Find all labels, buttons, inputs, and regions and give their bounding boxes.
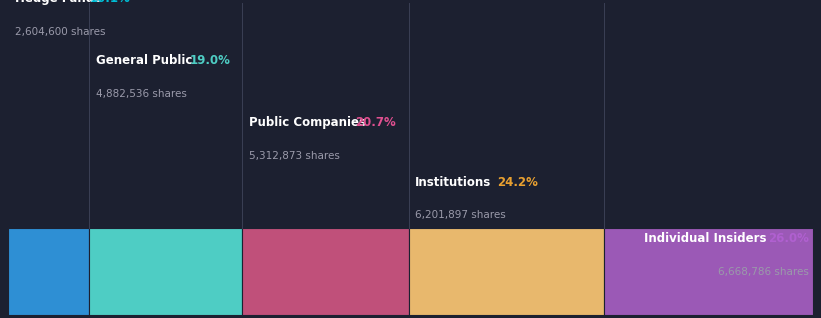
Text: 2,604,600 shares: 2,604,600 shares (15, 26, 105, 37)
Bar (603, 228, 813, 315)
Text: Institutions: Institutions (415, 176, 492, 189)
Bar (89, 228, 242, 315)
Text: 5,312,873 shares: 5,312,873 shares (249, 151, 340, 161)
Bar (242, 228, 409, 315)
Bar (8, 228, 89, 315)
Text: General Public: General Public (96, 54, 192, 67)
Text: 26.0%: 26.0% (768, 232, 809, 245)
Text: 6,201,897 shares: 6,201,897 shares (415, 211, 506, 220)
Text: Public Companies: Public Companies (249, 116, 366, 129)
Text: Individual Insiders: Individual Insiders (644, 232, 767, 245)
Bar (409, 228, 603, 315)
Text: 10.1%: 10.1% (90, 0, 131, 5)
Text: 6,668,786 shares: 6,668,786 shares (718, 266, 809, 277)
Text: 19.0%: 19.0% (190, 54, 231, 67)
Text: 24.2%: 24.2% (497, 176, 538, 189)
Text: 20.7%: 20.7% (355, 116, 397, 129)
Text: 4,882,536 shares: 4,882,536 shares (96, 89, 187, 99)
Text: Hedge Funds: Hedge Funds (15, 0, 101, 5)
